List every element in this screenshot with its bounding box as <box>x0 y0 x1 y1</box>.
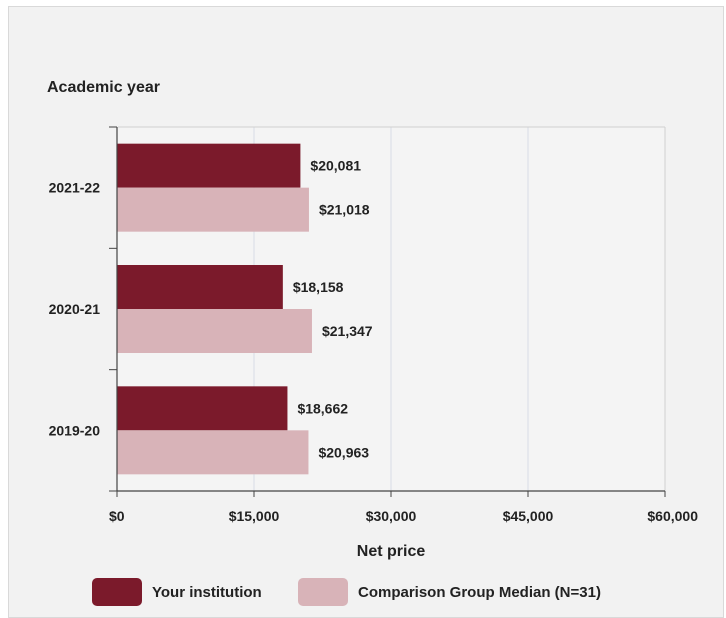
x-axis-title: Net price <box>357 543 426 560</box>
x-tick-label: $30,000 <box>366 508 417 524</box>
x-tick-label: $15,000 <box>229 508 280 524</box>
legend-comparison: Comparison Group Median (N=31) <box>298 578 601 606</box>
data-label: $20,963 <box>318 444 369 460</box>
data-label: $18,662 <box>297 400 348 416</box>
y-axis-title: Academic year <box>47 79 160 96</box>
data-label: $21,018 <box>319 202 370 218</box>
x-tick-label: $60,000 <box>647 508 698 524</box>
y-tick-label: 2019-20 <box>49 422 101 438</box>
legend: Your institution <box>92 578 262 606</box>
bar <box>117 265 283 309</box>
data-label: $18,158 <box>293 279 344 295</box>
x-tick-label: $45,000 <box>503 508 554 524</box>
legend-swatch-your-institution <box>92 578 142 606</box>
x-tick-label: $0 <box>109 508 125 524</box>
bars <box>117 143 312 475</box>
bar <box>117 309 312 353</box>
bar <box>117 143 301 188</box>
bar <box>117 187 309 232</box>
legend-swatch-comparison-median <box>298 578 348 606</box>
data-label: $21,347 <box>322 323 373 339</box>
legend-label-your-institution: Your institution <box>152 583 262 601</box>
y-tick-label: 2021-22 <box>49 180 101 196</box>
bar <box>117 430 309 475</box>
axes <box>109 126 666 497</box>
bar <box>117 386 288 431</box>
legend-label-comparison-median: Comparison Group Median (N=31) <box>358 583 601 601</box>
labels: $0 $15,000 $30,000 $45,000 $60,000 2021-22 $20… <box>49 158 699 524</box>
y-tick-label: 2020-21 <box>49 301 101 317</box>
data-label: $20,081 <box>310 158 361 174</box>
